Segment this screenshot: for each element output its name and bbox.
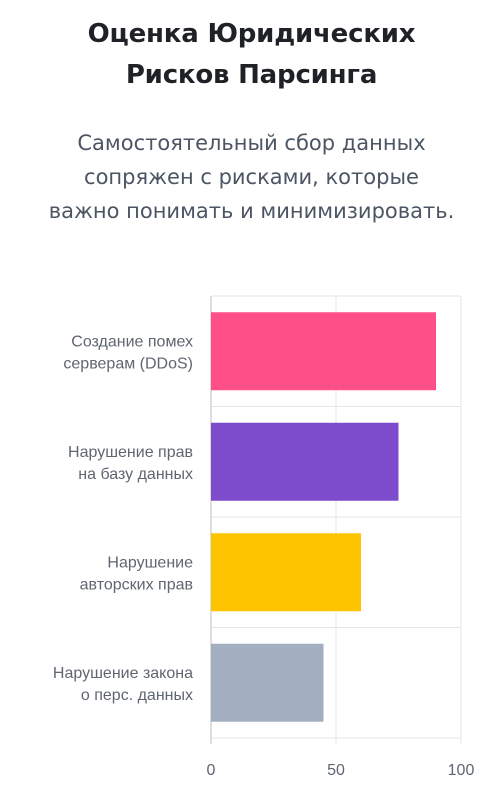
subtitle-line-1: Самостоятельный сбор данных	[77, 131, 426, 155]
bar-2	[211, 422, 399, 501]
category-label-line: серверам (DDoS)	[63, 355, 193, 372]
subtitle-line-2: сопряжен с рисками, которые	[84, 165, 419, 189]
category-label-line: Создание помех	[71, 333, 193, 350]
category-label-line: авторских прав	[80, 576, 193, 593]
title-line-1: Оценка Юридических	[87, 19, 416, 49]
category-label-3: Нарушение авторских прав	[80, 554, 193, 593]
category-label-line: Нарушение	[107, 554, 193, 571]
subtitle-line-3: важно понимать и минимизировать.	[48, 199, 455, 223]
category-label-line: Нарушение прав	[68, 444, 193, 461]
category-label-1: Создание помех серверам (DDoS)	[63, 333, 193, 372]
category-label-2: Нарушение прав на базу данных	[68, 444, 193, 483]
bar-4	[211, 643, 324, 722]
bar-3	[211, 533, 361, 612]
x-tick-label: 100	[448, 762, 475, 779]
bar-1	[211, 312, 436, 391]
page-title: Оценка Юридических Рисков Парсинга	[0, 14, 503, 96]
x-tick-label: 50	[327, 762, 345, 779]
category-label-line: Нарушение закона	[53, 665, 193, 682]
page-subtitle: Самостоятельный сбор данных сопряжен с р…	[0, 126, 503, 228]
category-label-line: на базу данных	[78, 466, 193, 483]
category-label-line: о перс. данных	[81, 687, 193, 704]
title-line-2: Рисков Парсинга	[125, 60, 378, 90]
category-label-4: Нарушение закона о перс. данных	[53, 665, 193, 704]
x-tick-label: 0	[207, 762, 216, 779]
